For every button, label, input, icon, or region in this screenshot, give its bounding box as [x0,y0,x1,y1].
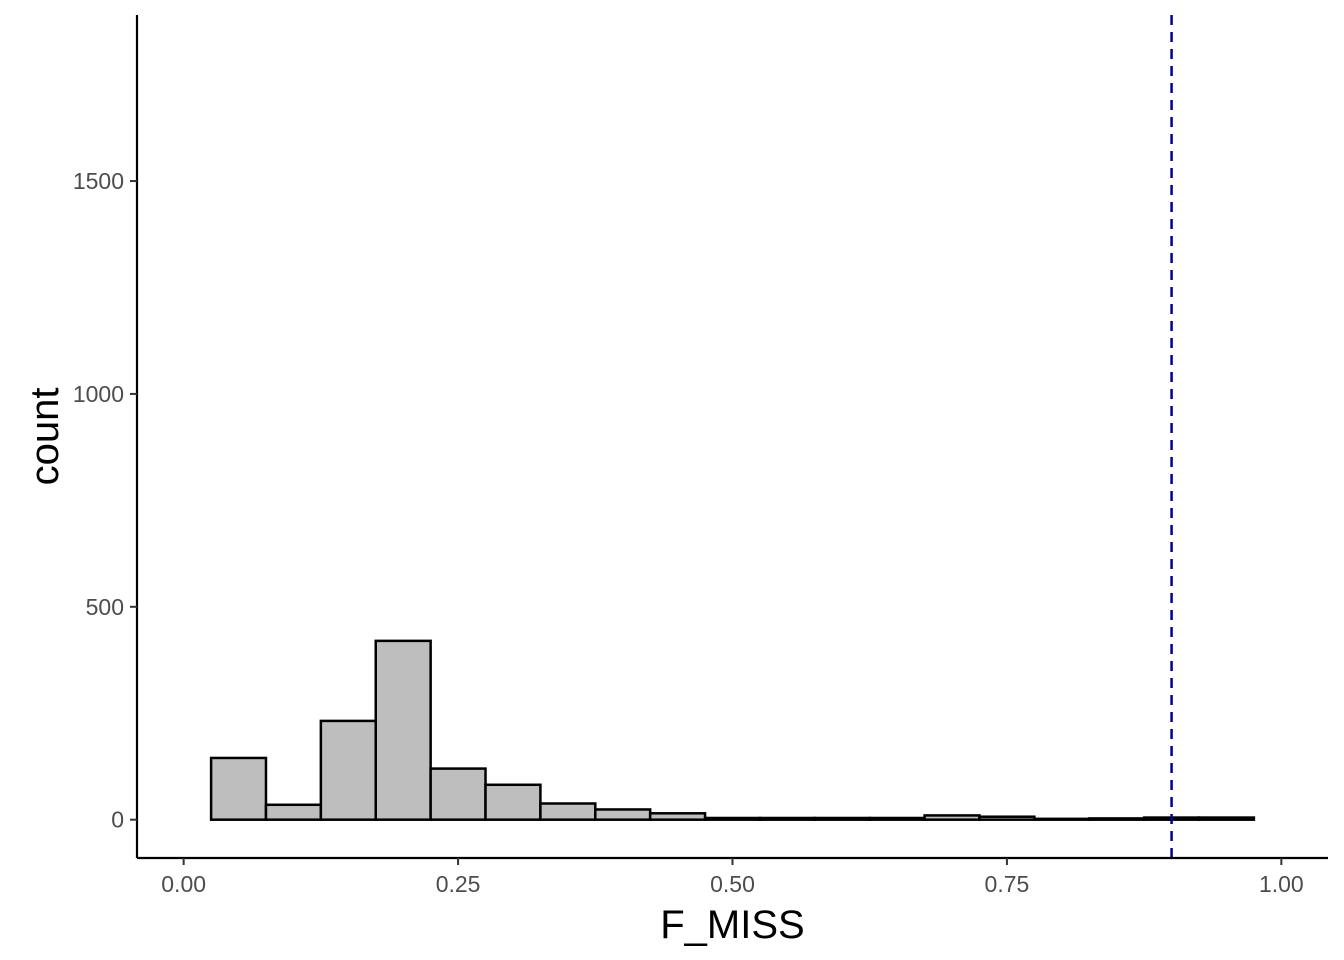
x-axis-title: F_MISS [660,903,804,947]
histogram-bar [868,816,926,821]
histogram-bar [1088,817,1146,821]
histogram-bar [374,639,432,821]
y-tick-label: 1000 [73,381,124,407]
histogram-bar [1197,816,1256,821]
x-tick-label: 0.25 [436,871,481,897]
histogram-bar [319,719,377,821]
y-axis-title: count [23,388,67,486]
histogram-bar [484,783,542,821]
x-tick-label: 1.00 [1259,871,1304,897]
y-tick-label: 0 [111,807,124,833]
histogram-bar [758,816,817,821]
histogram-bar [209,756,268,821]
histogram-bars [209,639,1256,821]
x-axis-ticks: 0.00 0.25 0.50 0.75 1.00 [161,858,1304,897]
histogram-bar [1033,817,1091,821]
histogram-bar [978,815,1036,821]
y-axis-ticks: 0 500 1000 1500 [73,168,137,833]
histogram-bar [923,814,981,821]
histogram-bar [264,803,323,821]
x-tick-label: 0.50 [710,871,755,897]
histogram-bar [648,812,707,821]
histogram-bar [429,767,487,821]
x-tick-label: 0.75 [985,871,1030,897]
x-tick-label: 0.00 [161,871,206,897]
histogram-bar [539,802,597,821]
histogram-bar [813,816,871,821]
histogram-bar [594,808,652,821]
histogram-bar [703,816,762,821]
y-tick-label: 1500 [73,168,124,194]
y-tick-label: 500 [86,594,124,620]
